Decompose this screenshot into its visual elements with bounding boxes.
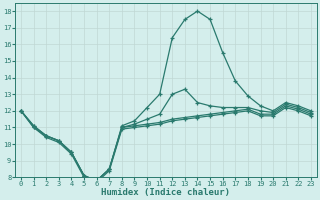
X-axis label: Humidex (Indice chaleur): Humidex (Indice chaleur) [101, 188, 230, 197]
